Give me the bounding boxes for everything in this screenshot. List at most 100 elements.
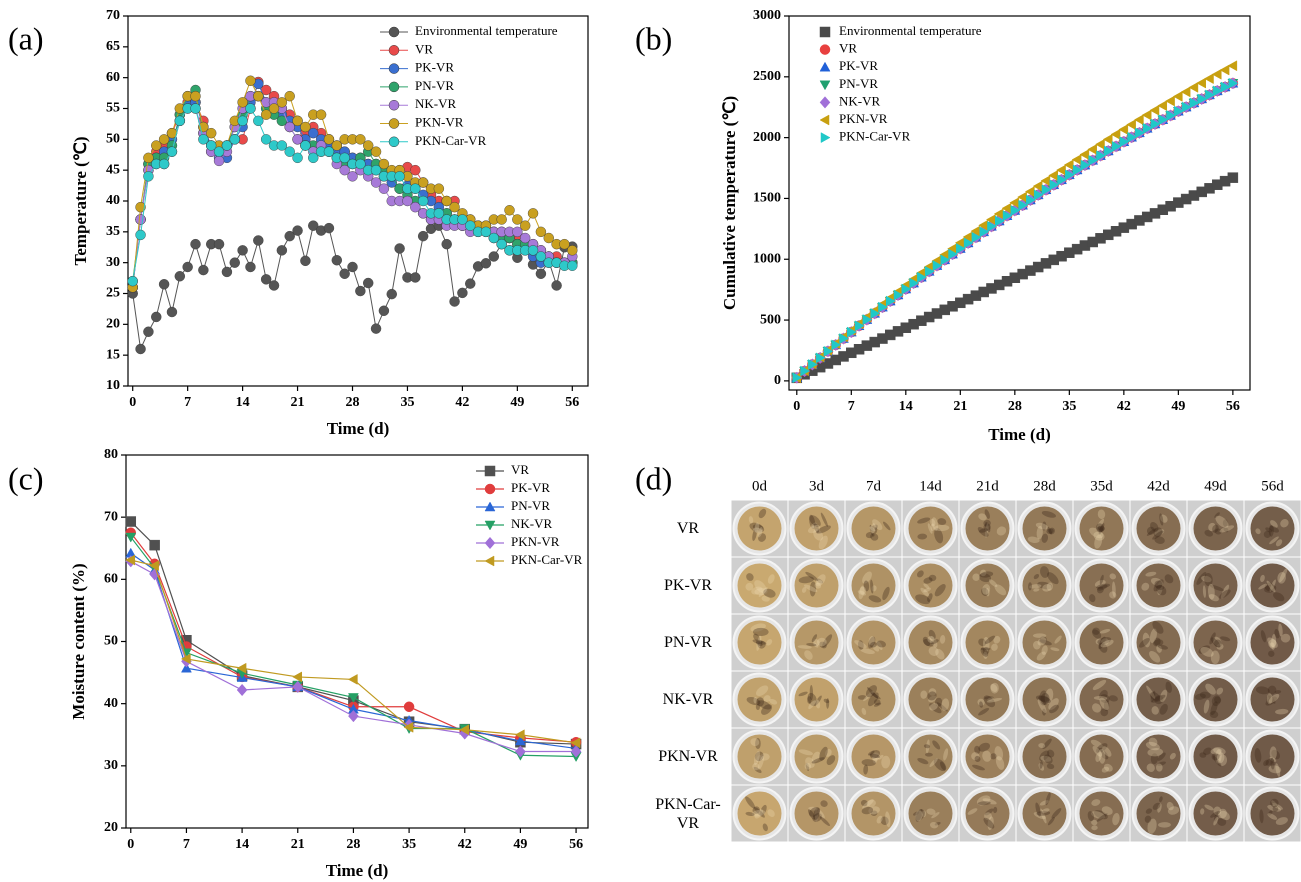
texture [1033, 812, 1046, 820]
texture [809, 685, 814, 701]
texture [1167, 806, 1180, 815]
data-point [1102, 133, 1113, 145]
sample [1250, 791, 1295, 836]
texture [1169, 752, 1176, 760]
texture [746, 697, 761, 706]
data-point [1135, 127, 1145, 139]
texture [1037, 699, 1047, 714]
data-point [284, 146, 295, 157]
data-point [268, 280, 280, 291]
texture [1103, 763, 1113, 772]
data-point [1203, 73, 1214, 85]
sample [1193, 677, 1238, 722]
texture [753, 527, 763, 534]
texture [1146, 526, 1155, 535]
legend-label: VR [415, 41, 433, 56]
texture [1093, 695, 1108, 701]
texture [746, 573, 754, 581]
texture [881, 755, 891, 769]
data-point [979, 226, 990, 238]
texture [1103, 700, 1110, 712]
data-point [433, 208, 445, 219]
texture [752, 524, 764, 531]
texture [1154, 580, 1163, 589]
texture [1142, 632, 1151, 648]
texture [870, 523, 876, 534]
texture [1147, 748, 1164, 757]
texture [995, 756, 1005, 770]
texture [930, 518, 936, 527]
data-point [1142, 122, 1153, 134]
texture [876, 640, 886, 648]
texture [1099, 689, 1108, 701]
data-point [885, 295, 896, 307]
row-label: VR [676, 520, 700, 537]
texture [1149, 628, 1157, 643]
texture [1032, 633, 1047, 638]
texture [1268, 693, 1280, 704]
texture [1147, 818, 1157, 834]
texture [978, 638, 987, 647]
texture [813, 807, 820, 820]
sample [794, 563, 839, 608]
texture [745, 796, 755, 809]
legend-marker [388, 99, 400, 111]
data-point [792, 372, 803, 384]
texture [982, 584, 991, 595]
sample [1136, 620, 1181, 665]
texture [1213, 812, 1219, 822]
texture [983, 651, 988, 660]
row-label: PKN-VR [658, 748, 718, 765]
data-point [570, 737, 581, 749]
texture [826, 755, 836, 766]
texture [820, 512, 828, 527]
texture [1044, 688, 1054, 704]
texture [1041, 533, 1049, 543]
texture [1199, 752, 1207, 758]
texture [854, 640, 867, 649]
texture [915, 594, 931, 605]
data-point [402, 195, 413, 207]
texture [1269, 579, 1276, 592]
texture [1046, 528, 1054, 534]
texture [762, 823, 768, 832]
data-point [370, 177, 382, 188]
texture [1153, 527, 1163, 537]
sample [794, 791, 839, 836]
texture [1271, 749, 1281, 760]
texture [1109, 591, 1117, 599]
sample [1022, 791, 1067, 836]
sample [737, 734, 782, 779]
texture [863, 691, 874, 702]
texture [767, 574, 775, 584]
data-point [253, 235, 264, 246]
texture [805, 571, 819, 581]
sample [1136, 563, 1181, 608]
y-tick-label: 60 [104, 572, 118, 587]
sample [851, 677, 896, 722]
data-point [166, 146, 178, 157]
data-point [135, 229, 146, 241]
data-point [488, 232, 500, 244]
texture [1275, 708, 1289, 715]
data-point [480, 226, 492, 238]
texture [930, 636, 938, 648]
texture [1095, 638, 1102, 645]
data-point [917, 271, 927, 283]
data-point [403, 701, 415, 713]
texture [930, 523, 935, 532]
data-point [378, 158, 390, 170]
data-point [347, 693, 359, 703]
data-point [213, 155, 225, 167]
texture [1164, 574, 1174, 584]
sample [1022, 677, 1067, 722]
data-point [339, 164, 350, 176]
data-point [1205, 89, 1216, 101]
texture [933, 758, 947, 772]
data-point [449, 296, 460, 307]
texture [1050, 647, 1060, 652]
data-point [125, 532, 137, 543]
sample [908, 620, 953, 665]
data-point [292, 115, 303, 127]
data-point [441, 195, 452, 207]
